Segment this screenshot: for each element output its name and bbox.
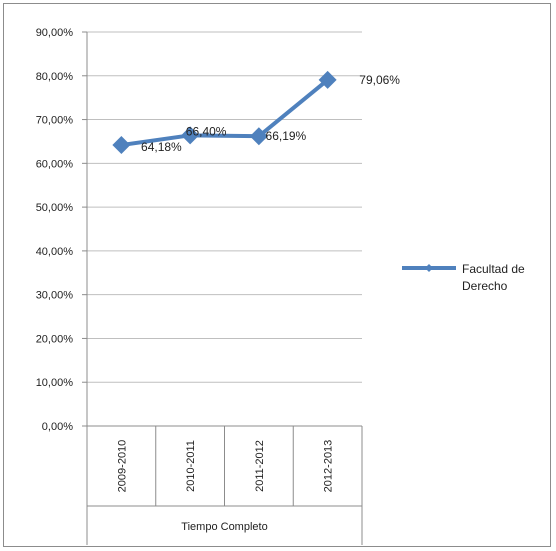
x-axis: 2009-2010 2010-2011 2011-2012 2012-2013 Tiem… (86, 32, 363, 545)
y-tick-label: 60,00% (36, 158, 74, 170)
data-point-marker (112, 136, 131, 155)
data-labels: 64,18% 66,40% 66,19% 79,06% (141, 73, 400, 154)
y-tick-label: 90,00% (36, 27, 74, 39)
y-tick-label: 40,00% (36, 246, 74, 258)
x-tick-label: 2010-2011 (185, 440, 197, 492)
legend-diamond-marker (425, 264, 433, 272)
y-tick-label: 10,00% (36, 377, 74, 389)
y-tick-label: 20,00% (36, 333, 74, 345)
data-label: 66,19% (266, 129, 307, 143)
y-tick-label: 30,00% (36, 290, 74, 302)
x-tick-label: 2012-2013 (323, 440, 335, 493)
legend-label-line-1: Facultad de (462, 262, 525, 276)
legend-label-line-2: Derecho (462, 279, 508, 293)
y-axis-ticks: 0,00% 10,00% 20,00% 30,00% 40,00% 50,00% 60,00… (36, 27, 87, 433)
data-point-marker (181, 126, 200, 145)
data-label: 66,40% (186, 124, 227, 138)
legend: Facultad de Derecho (402, 262, 525, 293)
y-tick-label: 0,00% (42, 421, 73, 433)
y-tick-label: 80,00% (36, 71, 74, 83)
series-facultad-de-derecho (112, 70, 337, 155)
chart-frame (3, 3, 551, 547)
x-tick-label: 2011-2012 (254, 440, 266, 492)
y-tick-label: 50,00% (36, 202, 74, 214)
data-point-marker (249, 127, 268, 146)
x-group-label: Tiempo Completo (181, 521, 267, 533)
series-line (121, 78, 329, 148)
data-point-marker (318, 70, 337, 89)
data-label: 79,06% (359, 73, 400, 87)
gridlines (87, 31, 362, 383)
data-label: 64,18% (141, 140, 182, 154)
y-tick-label: 70,00% (36, 115, 74, 127)
x-tick-label: 2009-2010 (116, 440, 128, 493)
